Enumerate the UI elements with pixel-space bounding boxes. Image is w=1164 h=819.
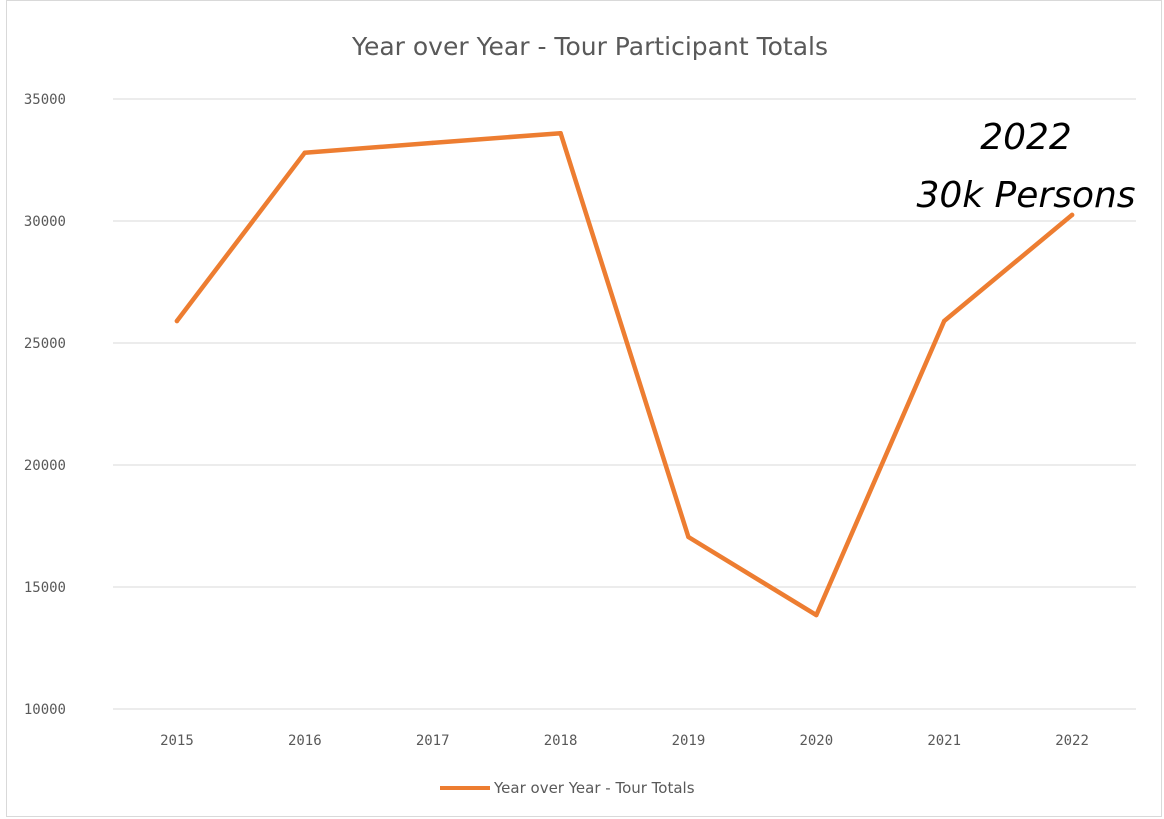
y-tick-label: 15000 xyxy=(24,580,66,596)
data-point xyxy=(1069,212,1075,218)
legend: Year over Year - Tour Totals xyxy=(440,779,695,797)
y-tick-label: 10000 xyxy=(24,702,66,718)
data-point xyxy=(814,612,819,618)
series-line xyxy=(174,130,1075,618)
legend-label: Year over Year - Tour Totals xyxy=(493,779,695,797)
data-point xyxy=(302,150,308,155)
data-point xyxy=(430,140,435,146)
x-tick-label: 2017 xyxy=(416,733,450,749)
data-point xyxy=(686,534,691,540)
chart-title: Year over Year - Tour Participant Totals xyxy=(351,32,828,61)
data-point xyxy=(174,318,180,324)
chart-frame xyxy=(6,0,1162,817)
x-tick-label: 2021 xyxy=(927,733,961,749)
x-axis-tick-labels: 2015 2016 2017 2018 2019 2020 2021 2022 xyxy=(160,733,1089,749)
gridlines xyxy=(113,98,1136,710)
x-tick-label: 2015 xyxy=(160,733,194,749)
y-tick-label: 30000 xyxy=(24,214,66,230)
y-tick-label: 35000 xyxy=(24,92,66,108)
data-point xyxy=(941,318,947,324)
annotation-total: 30k Persons xyxy=(916,175,1135,216)
x-tick-label: 2018 xyxy=(544,733,578,749)
data-point xyxy=(558,130,563,136)
x-tick-label: 2020 xyxy=(799,733,833,749)
x-tick-label: 2022 xyxy=(1055,733,1089,749)
y-axis-tick-labels: 10000 15000 20000 25000 30000 35000 xyxy=(24,92,66,718)
annotation-year: 2022 xyxy=(980,117,1072,158)
x-tick-label: 2019 xyxy=(672,733,706,749)
y-tick-label: 20000 xyxy=(24,458,66,474)
annotation: 2022 30k Persons xyxy=(916,117,1135,216)
x-tick-label: 2016 xyxy=(288,733,322,749)
y-tick-label: 25000 xyxy=(24,336,66,352)
series-layer xyxy=(174,130,1075,618)
